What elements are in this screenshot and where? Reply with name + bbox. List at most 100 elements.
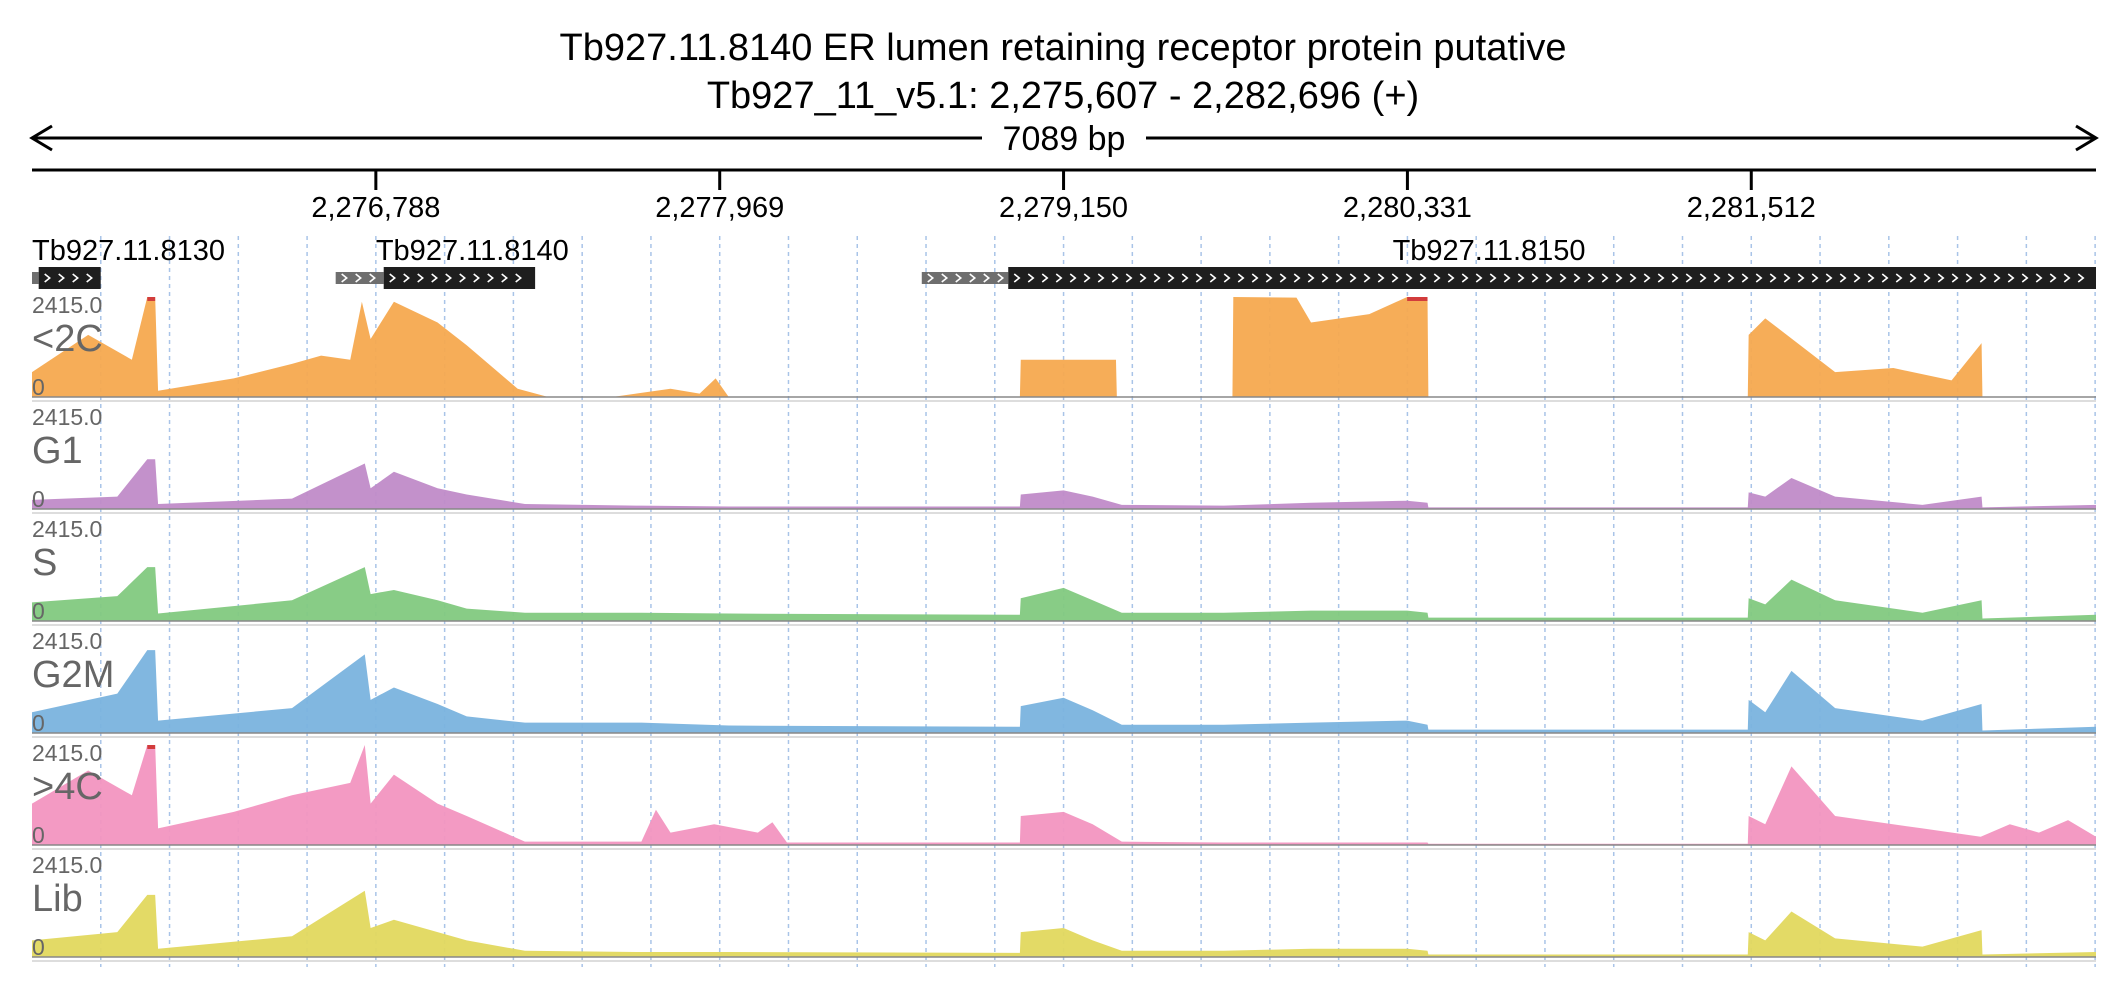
strand-chevron-icon (1993, 273, 2001, 283)
strand-chevron-icon (1923, 273, 1931, 283)
clipped-marker (147, 745, 156, 749)
strand-chevron-icon (1307, 273, 1315, 283)
track-min-label: 0 (32, 598, 45, 624)
strand-chevron-icon (1867, 273, 1875, 283)
strand-chevron-icon (1573, 273, 1581, 283)
strand-chevron-icon (1097, 273, 1105, 283)
axis-tick-label: 2,276,788 (311, 192, 440, 224)
strand-chevron-icon (1265, 273, 1273, 283)
gene-label: Tb927.11.8140 (376, 235, 569, 267)
track-min-label: 0 (32, 710, 45, 736)
strand-chevron-icon (1363, 273, 1371, 283)
strand-chevron-icon (1909, 273, 1917, 283)
gene-cds (383, 267, 536, 289)
strand-chevron-icon (1167, 273, 1175, 283)
strand-chevron-icon (1405, 273, 1413, 283)
strand-chevron-icon (1629, 273, 1637, 283)
strand-chevron-icon (1419, 273, 1427, 283)
strand-chevron-icon (1013, 273, 1021, 283)
coverage-area (32, 650, 2096, 733)
span-label: 7089 bp (1003, 120, 1126, 158)
track-min-label: 0 (32, 934, 45, 960)
strand-chevron-icon (1503, 273, 1511, 283)
strand-chevron-icon (1545, 273, 1553, 283)
strand-chevron-icon (1139, 273, 1147, 283)
strand-chevron-icon (1433, 273, 1441, 283)
strand-chevron-icon (2007, 273, 2015, 283)
strand-chevron-icon (1447, 273, 1455, 283)
gene-feature[interactable]: Tb927.11.8150 (921, 235, 2096, 289)
strand-chevron-icon (1881, 273, 1889, 283)
strand-chevron-icon (1727, 273, 1735, 283)
strand-chevron-icon (983, 273, 991, 283)
clipped-marker (1407, 297, 1428, 301)
strand-chevron-icon (445, 273, 452, 283)
title-line-2: Tb927_11_v5.1: 2,275,607 - 2,282,696 (+) (707, 75, 1419, 117)
strand-chevron-icon (1531, 273, 1539, 283)
axis-tick-label: 2,280,331 (1343, 192, 1472, 224)
gene-feature[interactable]: Tb927.11.8140 (335, 235, 569, 289)
gene-label: Tb927.11.8130 (32, 235, 225, 267)
strand-chevron-icon (927, 273, 935, 283)
strand-chevron-icon (1797, 273, 1805, 283)
strand-chevron-icon (1293, 273, 1301, 283)
strand-chevron-icon (1083, 273, 1091, 283)
gene-feature[interactable]: Tb927.11.8130 (32, 235, 225, 289)
track-label: >4C (32, 766, 103, 808)
track-max-label: 2415.0 (32, 292, 102, 318)
track-min-label: 0 (32, 486, 45, 512)
strand-chevron-icon (1965, 273, 1973, 283)
strand-chevron-icon (1685, 273, 1693, 283)
axis-tick-label: 2,279,150 (999, 192, 1128, 224)
strand-chevron-icon (1601, 273, 1609, 283)
strand-chevron-icon (1839, 273, 1847, 283)
strand-chevron-icon (1391, 273, 1399, 283)
strand-chevron-icon (1979, 273, 1987, 283)
strand-chevron-icon (1251, 273, 1259, 283)
track-min-label: 0 (32, 822, 45, 848)
track-label: Lib (32, 878, 83, 920)
strand-chevron-icon (1279, 273, 1287, 283)
strand-chevron-icon (1377, 273, 1385, 283)
strand-chevron-icon (1559, 273, 1567, 283)
strand-chevron-icon (355, 273, 362, 283)
strand-chevron-icon (369, 273, 376, 283)
gene-utr (32, 272, 39, 284)
track-label: <2C (32, 318, 103, 360)
coverage-area (32, 890, 2096, 957)
coverage-area (32, 459, 2096, 509)
strand-chevron-icon (1755, 273, 1763, 283)
strand-chevron-icon (1475, 273, 1483, 283)
strand-chevron-icon (1769, 273, 1777, 283)
strand-chevron-icon (1699, 273, 1707, 283)
coverage-area (32, 745, 2096, 845)
track-max-label: 2415.0 (32, 852, 102, 878)
strand-chevron-icon (1069, 273, 1077, 283)
strand-chevron-icon (2063, 273, 2071, 283)
strand-chevron-icon (1713, 273, 1721, 283)
strand-chevron-icon (389, 273, 396, 283)
coverage-tracks: <2C2415.00G12415.00S2415.00G2M2415.00>4C… (32, 292, 2096, 962)
coverage-area (32, 297, 2096, 397)
strand-chevron-icon (1335, 273, 1343, 283)
strand-chevron-icon (1853, 273, 1861, 283)
gene-cds (38, 267, 101, 289)
strand-chevron-icon (2077, 273, 2085, 283)
strand-chevron-icon (2049, 273, 2057, 283)
strand-chevron-icon (1783, 273, 1791, 283)
clipped-marker (147, 297, 156, 301)
strand-chevron-icon (341, 273, 348, 283)
coordinate-axis: 2,276,788 2,277,969 2,279,150 2,280,331 2,28… (32, 168, 2096, 224)
track-label: G1 (32, 430, 83, 472)
strand-chevron-icon (1223, 273, 1231, 283)
strand-chevron-icon (1195, 273, 1203, 283)
strand-chevron-icon (1615, 273, 1623, 283)
strand-chevron-icon (58, 273, 65, 283)
strand-chevron-icon (403, 273, 410, 283)
strand-chevron-icon (72, 273, 79, 283)
